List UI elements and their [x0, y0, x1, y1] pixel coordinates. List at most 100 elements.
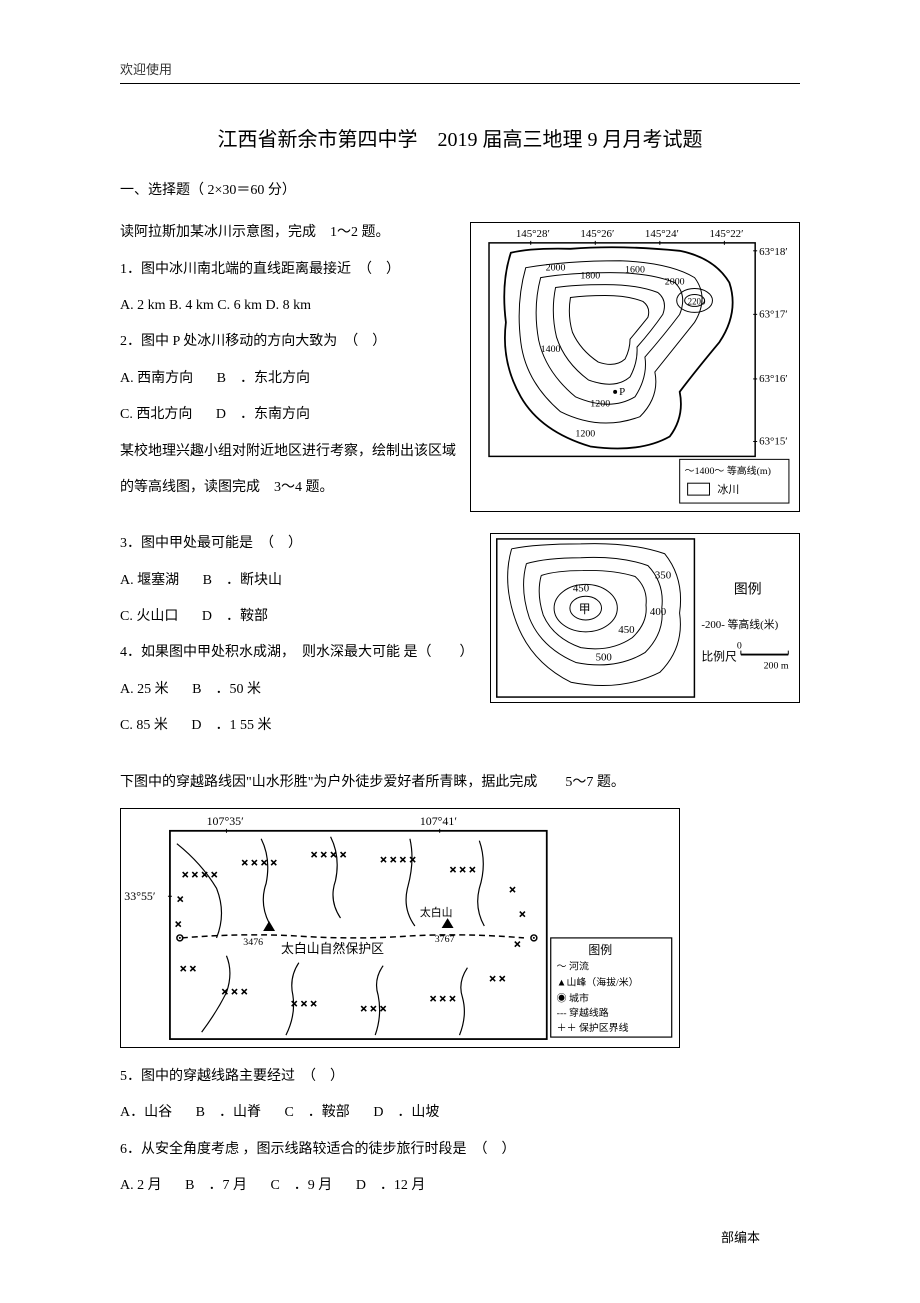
svg-text:×: × [519, 907, 526, 921]
q2-opt-b: B ．东北方向 [217, 368, 310, 390]
fig2-center-label: 甲 [579, 602, 591, 616]
svg-text:× × × ×: × × × × [182, 867, 218, 881]
figure-3-wrap: 107°35′ 107°41′ 33°55′ × × × × × × × × ×… [120, 808, 800, 1048]
q6-opt-c: C ．9 月 [270, 1175, 332, 1197]
fig1-c1400: 1200 [590, 399, 610, 410]
fig3-legend-city: ◉ 城市 [557, 991, 589, 1004]
q3-stem: 3．图中甲处最可能是 （ ） [120, 533, 478, 555]
svg-text:× × ×: × × × [450, 863, 476, 877]
fig3-peak2-name: 太白山 [420, 905, 453, 919]
q4-stem: 4．如果图中甲处积水成湖， 则水深最大可能 是（ ） [120, 642, 478, 664]
intro-2a: 某校地理兴趣小组对附近地区进行考察，绘制出该区域 [120, 441, 458, 463]
figure-3-route-map: 107°35′ 107°41′ 33°55′ × × × × × × × × ×… [120, 808, 680, 1048]
intro-1: 读阿拉斯加某冰川示意图，完成 1～2 题。 [120, 222, 458, 244]
q5-opt-c: C ．鞍部 [284, 1102, 349, 1124]
fig3-legend-peak: ▲山峰（海拔/米） [557, 976, 639, 989]
fig1-c2000b: 2000 [665, 277, 685, 288]
q4-opt-a: A. 25 米 [120, 679, 169, 701]
q6-opt-a: A. 2 月 [120, 1175, 162, 1197]
q2-options-ab: A. 西南方向 B ．东北方向 [120, 368, 458, 390]
q5-opt-d: D ．山坡 [373, 1102, 439, 1124]
q3-opt-b: B ．断块山 [203, 570, 282, 592]
fig1-lat-0: 63°18′ [759, 246, 788, 258]
svg-text:× ×: × × [180, 962, 196, 976]
svg-text:× × × ×: × × × × [241, 856, 277, 870]
svg-text:×: × [514, 937, 521, 951]
q3-opt-d: D ．鞍部 [202, 606, 268, 628]
svg-text:×: × [177, 892, 184, 906]
fig1-lon-1: 145°26′ [580, 228, 614, 240]
intro-3: 下图中的穿越路线因"山水形胜"为户外徒步爱好者所青睐，据此完成 5～7 题。 [120, 772, 800, 794]
q6-options: A. 2 月 B ．7 月 C ．9 月 D ．12 月 [120, 1175, 800, 1197]
fig1-c1600: 1400 [541, 344, 561, 355]
svg-text:× × ×: × × × [222, 984, 248, 998]
fig1-legend-glacier: 冰川 [717, 483, 739, 496]
q3-opt-c: C. 火山口 [120, 606, 178, 628]
fig2-scale-0: 0 [737, 641, 742, 652]
fig3-legend-route: --- 穿越线路 [557, 1006, 609, 1019]
q2-opt-d: D ．东南方向 [216, 404, 310, 426]
svg-text:× × × ×: × × × × [311, 848, 347, 862]
figure-1-col: 145°28′ 145°26′ 145°24′ 145°22′ 63°18′ 6… [470, 222, 800, 513]
fig2-c400: 400 [650, 606, 667, 618]
fig2-scale-1: 200 m [764, 661, 789, 672]
fig1-lat-1: 63°17′ [759, 309, 788, 321]
svg-text:× × ×: × × × [360, 1001, 386, 1015]
text-col-1: 读阿拉斯加某冰川示意图，完成 1～2 题。 1．图中冰川南北端的直线距离最接近 … [120, 222, 458, 513]
block-q1-q2: 读阿拉斯加某冰川示意图，完成 1～2 题。 1．图中冰川南北端的直线距离最接近 … [120, 222, 800, 513]
q1-options: A. 2 km B. 4 km C. 6 km D. 8 km [120, 295, 458, 317]
fig3-lat-0: 33°55′ [124, 889, 156, 903]
q5-stem: 5．图中的穿越线路主要经过 （ ） [120, 1066, 800, 1088]
svg-text:× × ×: × × × [291, 996, 317, 1010]
q4-options-ab: A. 25 米 B ．50 米 [120, 679, 478, 701]
figure-2-col: 350 400 450 450 500 甲 图例 -200- 等高线(米) 比例… [490, 533, 800, 751]
fig1-legend-contour: ～1400～ 等高线(m) [685, 464, 771, 477]
q5-opt-b: B ．山脊 [196, 1102, 261, 1124]
fig2-c450a: 450 [573, 583, 590, 595]
fig2-legend-contour: -200- 等高线(米) [701, 617, 778, 631]
fig1-lat-3: 63°15′ [759, 436, 788, 448]
header-welcome: 欢迎使用 [120, 60, 800, 81]
fig1-c1800: 1600 [625, 265, 645, 276]
fig1-c2200: 2000 [546, 263, 566, 274]
q6-opt-b: B ．7 月 [185, 1175, 247, 1197]
fig1-lon-2: 145°24′ [645, 228, 679, 240]
q5-opt-a: A．山谷 [120, 1102, 172, 1124]
fig3-area-label: 太白山自然保护区 [281, 941, 384, 956]
fig3-legend-river: ～ 河流 [557, 960, 589, 973]
fig1-point-p: P [619, 386, 625, 398]
fig1-c1200: 1200 [575, 429, 595, 440]
fig3-lon-0: 107°35′ [207, 814, 244, 828]
text-col-2: 3．图中甲处最可能是 （ ） A. 堰塞湖 B ．断块山 C. 火山口 D ．鞍… [120, 533, 478, 751]
fig2-c500: 500 [596, 652, 613, 664]
intro-2b: 的等高线图，读图完成 3～4 题。 [120, 477, 458, 499]
q1-stem: 1．图中冰川南北端的直线距离最接近 （ ） [120, 259, 458, 281]
svg-text:× × ×: × × × [430, 991, 456, 1005]
fig3-peak2: 3767 [435, 934, 455, 945]
q3-opt-a: A. 堰塞湖 [120, 570, 179, 592]
q3-options-ab: A. 堰塞湖 B ．断块山 [120, 570, 478, 592]
svg-text:×: × [509, 882, 516, 896]
fig1-lon-3: 145°22′ [709, 228, 743, 240]
figure-2-contour-map: 350 400 450 450 500 甲 图例 -200- 等高线(米) 比例… [490, 533, 800, 703]
svg-text:×: × [175, 917, 182, 931]
fig1-lon-0: 145°28′ [516, 228, 550, 240]
fig1-lat-2: 63°16′ [759, 373, 788, 385]
q5-options: A．山谷 B ．山脊 C ．鞍部 D ．山坡 [120, 1102, 800, 1124]
fig3-legend-title: 图例 [588, 943, 612, 957]
svg-text:× × × ×: × × × × [380, 853, 416, 867]
q4-options-cd: C. 85 米 D ．1 55 米 [120, 715, 478, 737]
figure-1-glacier-map: 145°28′ 145°26′ 145°24′ 145°22′ 63°18′ 6… [470, 222, 800, 512]
q3-options-cd: C. 火山口 D ．鞍部 [120, 606, 478, 628]
fig2-c450b: 450 [618, 624, 635, 636]
q4-opt-c: C. 85 米 [120, 715, 168, 737]
q6-stem: 6．从安全角度考虑 ，图示线路较适合的徒步旅行时段是 （ ） [120, 1139, 800, 1161]
header-divider [120, 83, 800, 84]
q2-stem: 2．图中 P 处冰川移动的方向大致为 （ ） [120, 331, 458, 353]
fig1-c2200b: 2200 [688, 297, 706, 307]
q2-options-cd: C. 西北方向 D ．东南方向 [120, 404, 458, 426]
fig1-c2000a: 1800 [580, 271, 600, 282]
fig2-legend-title: 图例 [734, 582, 762, 597]
q2-opt-c: C. 西北方向 [120, 404, 192, 426]
block-q3-q4: 3．图中甲处最可能是 （ ） A. 堰塞湖 B ．断块山 C. 火山口 D ．鞍… [120, 533, 800, 751]
